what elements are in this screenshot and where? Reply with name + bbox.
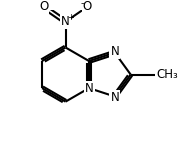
Text: -: - xyxy=(80,0,84,8)
Text: CH₃: CH₃ xyxy=(156,68,178,81)
Text: N: N xyxy=(61,15,70,28)
Text: O: O xyxy=(83,0,92,13)
Text: O: O xyxy=(39,0,49,13)
Text: N: N xyxy=(110,45,119,58)
Text: +: + xyxy=(68,13,74,22)
Text: N: N xyxy=(110,91,119,104)
Text: N: N xyxy=(85,82,94,95)
